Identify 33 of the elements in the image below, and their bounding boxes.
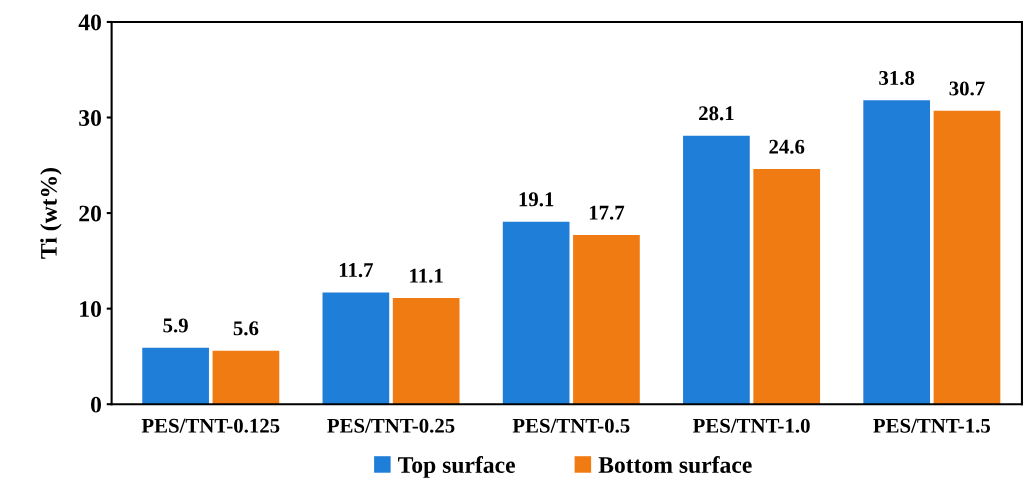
y-tick-label: 30 [79, 110, 101, 126]
data-label: 30.7 [949, 81, 985, 96]
bar [212, 350, 280, 405]
x-tick-label: PES/TNT-1.0 [692, 418, 810, 433]
legend-label: Bottom surface [598, 456, 752, 474]
data-label: 24.6 [769, 139, 805, 154]
bar [573, 235, 640, 405]
bar [933, 110, 1001, 405]
y-tick-label: 10 [80, 301, 101, 318]
y-tick-label: 40 [78, 14, 101, 31]
data-label: 17.7 [589, 205, 625, 220]
y-tick-label: 0 [90, 396, 101, 413]
bar [863, 100, 931, 405]
bar [753, 169, 821, 405]
bar [322, 292, 390, 405]
data-label: 11.1 [410, 268, 443, 283]
x-tick-label: PES/TNT-0.5 [512, 418, 630, 433]
data-label: 19.1 [519, 192, 554, 207]
bar [683, 135, 750, 405]
data-label: 28.1 [699, 106, 734, 121]
data-label: 5.9 [163, 318, 188, 333]
data-label: 11.7 [339, 263, 374, 278]
x-tick-label: PES/TNT-0.25 [327, 418, 455, 433]
data-label: 31.8 [879, 70, 915, 86]
bar [502, 221, 570, 405]
bar [142, 347, 209, 405]
y-tick-label: 20 [79, 205, 101, 222]
x-tick-label: PES/TNT-1.5 [873, 418, 991, 433]
legend-label: Top surface [398, 456, 515, 478]
y-axis-title: Ti (wt%) [40, 168, 62, 259]
data-label: 5.6 [233, 321, 259, 336]
bar [392, 298, 460, 405]
x-tick-label: PES/TNT-0.125 [141, 418, 280, 433]
